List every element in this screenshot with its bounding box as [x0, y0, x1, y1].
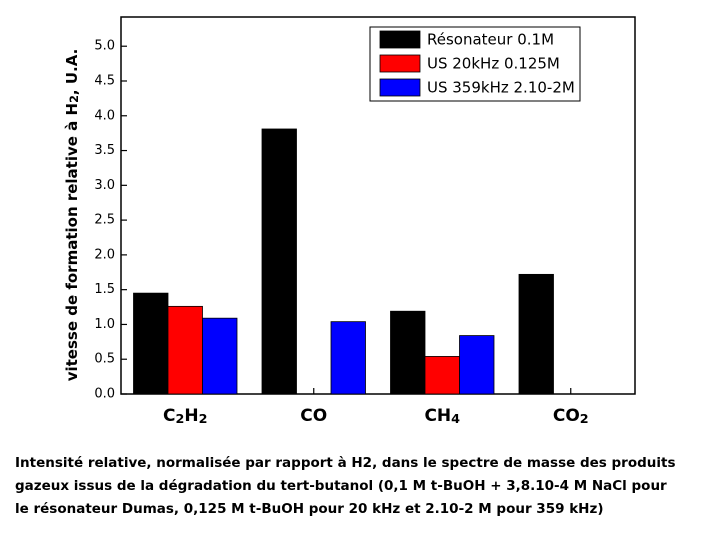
legend-label: US 20kHz 0.125M: [427, 55, 560, 73]
legend-swatch: [379, 54, 421, 73]
y-tick-label: 5.0: [94, 39, 115, 54]
caption: le résonateur Dumas, 0,125 M t-BuOH pour…: [15, 501, 604, 517]
y-tick-label: 1.5: [94, 282, 115, 297]
y-tick-label: 0.0: [94, 387, 115, 402]
bar: [424, 356, 460, 395]
caption: gazeux issus de la dégradation du tert-b…: [15, 478, 667, 494]
y-tick-label: 3.0: [94, 178, 115, 193]
legend-label: Résonateur 0.1M: [427, 31, 554, 49]
y-tick-label: 2.5: [94, 213, 115, 228]
caption: Intensité relative, normalisée par rappo…: [15, 455, 676, 471]
y-tick-label: 2.0: [94, 247, 115, 262]
x-tick-label: CH4: [424, 406, 460, 427]
bar: [133, 292, 169, 395]
x-tick-label: C2H2: [163, 406, 207, 427]
legend-label: US 359kHz 2.10-2M: [427, 79, 575, 97]
y-tick-label: 4.0: [94, 108, 115, 123]
bar: [202, 317, 238, 395]
bar: [167, 305, 203, 395]
y-tick-label: 1.0: [94, 317, 115, 332]
x-tick-label: CO: [300, 406, 327, 426]
legend-swatch: [379, 30, 421, 49]
y-tick-label: 0.5: [94, 352, 115, 367]
bar: [330, 321, 366, 395]
y-tick-label: 3.5: [94, 143, 115, 158]
y-axis-label: vitesse de formation relative à H2, U.A.: [63, 49, 82, 382]
legend-swatch: [379, 78, 421, 97]
plot-frame: [120, 16, 636, 395]
bar: [261, 128, 297, 395]
bar: [390, 310, 426, 395]
x-tick-label: CO2: [553, 406, 589, 427]
bar: [518, 273, 554, 395]
y-tick-label: 4.5: [94, 73, 115, 88]
bar: [459, 335, 495, 395]
